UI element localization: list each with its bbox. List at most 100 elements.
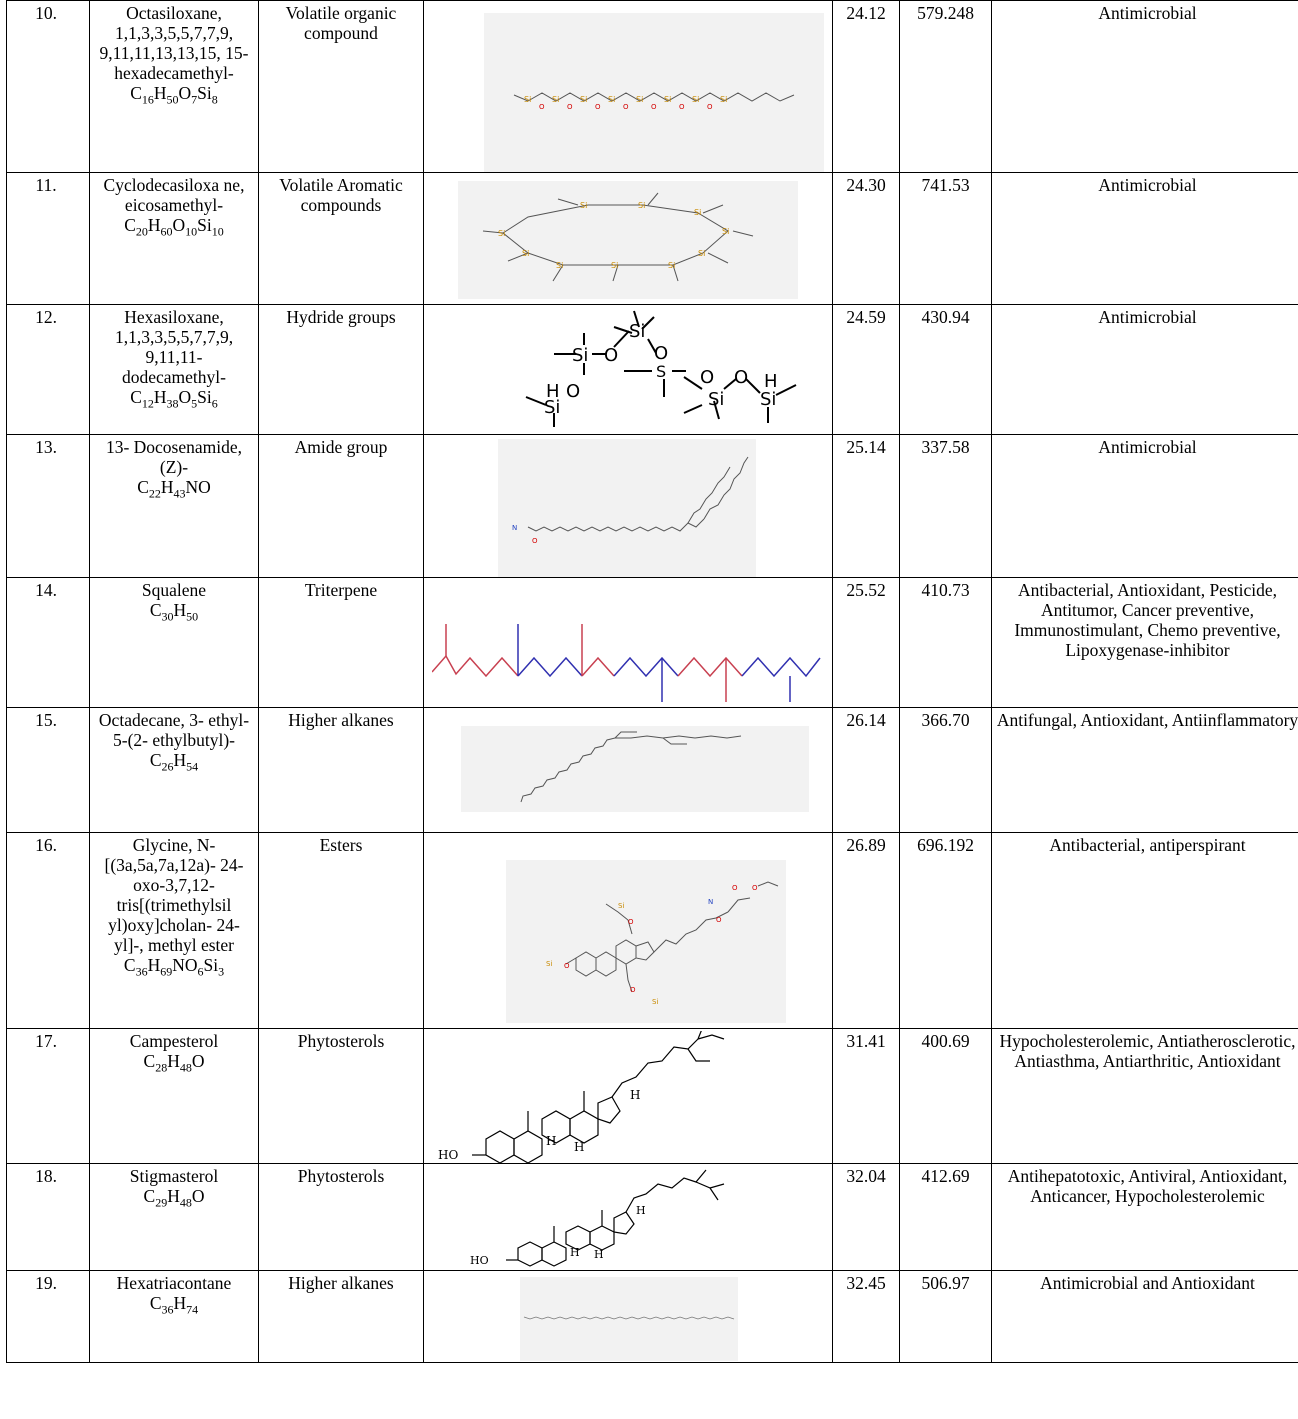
svg-text:H: H (570, 1246, 580, 1259)
retention-time: 24.30 (832, 172, 900, 305)
compound-class: Volatile organic compound (258, 0, 424, 173)
compound-class: Volatile Aromatic compounds (258, 172, 424, 305)
table-row: 15. Octadecane, 3- ethyl-5-(2- ethylbuty… (6, 707, 1298, 833)
svg-text:Si: Si (618, 902, 624, 910)
structure-cell: N O (423, 434, 833, 578)
svg-text:O: O (734, 367, 748, 388)
svg-text:O: O (654, 343, 668, 364)
svg-text:HO: HO (470, 1254, 489, 1267)
svg-text:Si: Si (580, 95, 587, 104)
retention-time: 24.59 (832, 304, 900, 435)
compound-formula: C12H38O5Si6 (130, 387, 218, 411)
molecular-weight: 506.97 (899, 1270, 992, 1363)
compound-formula: C20H60O10Si10 (124, 215, 224, 239)
squalene-chain (432, 624, 821, 702)
svg-text:S: S (656, 362, 666, 381)
table-row: 19. Hexatriacontane C36H74 Higher alkane… (6, 1270, 1298, 1363)
compound-formula: C22H43NO (137, 477, 211, 501)
svg-text:H: H (546, 381, 560, 402)
biological-activity: Antimicrobial (991, 0, 1298, 173)
svg-text:O: O (539, 103, 545, 111)
svg-text:Si: Si (722, 227, 729, 236)
svg-text:H: H (574, 1140, 584, 1154)
compound-formula: C26H54 (149, 750, 199, 774)
svg-text:O: O (700, 367, 714, 388)
row-number: 15. (6, 707, 90, 833)
table-row: 18. Stigmasterol C29H48O Phytosterols (6, 1163, 1298, 1271)
structure-cell: Si Si O O S O O Si Si H O Si H (423, 304, 833, 435)
siloxane-chain (513, 92, 795, 102)
row-number: 18. (6, 1163, 90, 1271)
compound-formula: C29H48O (143, 1186, 205, 1210)
retention-time: 32.45 (832, 1270, 900, 1363)
branched-alkane-chain (520, 731, 742, 803)
retention-time: 25.14 (832, 434, 900, 578)
structure-image (520, 1277, 738, 1361)
retention-time: 26.14 (832, 707, 900, 833)
molecular-weight: 579.248 (899, 0, 992, 173)
svg-text:Si: Si (580, 201, 587, 210)
svg-text:H: H (546, 1134, 556, 1148)
svg-text:O: O (651, 103, 657, 111)
compound-name-cell: 13- Docosenamide, (Z)- C22H43NO (89, 434, 259, 578)
compound-name-cell: Hexasiloxane, 1,1,3,3,5,5,7,7,9, 9,11,11… (89, 304, 259, 435)
svg-text:Si: Si (629, 321, 645, 342)
table-row: 16. Glycine, N- [(3a,5a,7a,12a)- 24-oxo-… (6, 832, 1298, 1029)
table-row: 12. Hexasiloxane, 1,1,3,3,5,5,7,7,9, 9,1… (6, 304, 1298, 435)
compound-class: Amide group (258, 434, 424, 578)
structure-cell: Si Si Si Si Si Si Si Si Si Si (423, 172, 833, 305)
biological-activity: Hypocholesterolemic, Antiatherosclerotic… (991, 1028, 1298, 1164)
compound-name-cell: Glycine, N- [(3a,5a,7a,12a)- 24-oxo-3,7,… (89, 832, 259, 1029)
compound-name-cell: Squalene C30H50 (89, 577, 259, 708)
svg-text:Si: Si (611, 261, 618, 270)
compound-name-cell: Cyclodecasiloxa ne, eicosamethyl- C20H60… (89, 172, 259, 305)
svg-text:Si: Si (652, 998, 658, 1006)
svg-text:Si: Si (668, 261, 675, 270)
svg-text:Si: Si (720, 95, 727, 104)
molecular-weight: 430.94 (899, 304, 992, 435)
structure-image: HO H H H (470, 1169, 725, 1267)
svg-text:N: N (512, 524, 517, 532)
compound-formula: C30H50 (149, 600, 199, 624)
svg-text:Si: Si (556, 261, 563, 270)
svg-text:O: O (628, 918, 634, 926)
row-number: 17. (6, 1028, 90, 1164)
svg-text:H: H (630, 1088, 640, 1102)
row-number: 10. (6, 0, 90, 173)
svg-text:Si: Si (636, 95, 643, 104)
table-row: 10. Octasiloxane, 1,1,3,3,5,5,7,7,9, 9,1… (6, 0, 1298, 173)
compound-class: Higher alkanes (258, 1270, 424, 1363)
structure-image (432, 624, 821, 702)
table-row: 14. Squalene C30H50 Triterpene (6, 577, 1298, 708)
atom-labels: Si O Si O Si O N O O O (546, 884, 758, 1006)
compound-name-cell: Octadecane, 3- ethyl-5-(2- ethylbutyl)- … (89, 707, 259, 833)
compound-class: Hydride groups (258, 304, 424, 435)
molecular-weight: 412.69 (899, 1163, 992, 1271)
row-number: 12. (6, 304, 90, 435)
table-row: 17. Campesterol C28H48O Phytosterols (6, 1028, 1298, 1164)
structure-image: Si Si O O S O O Si Si H O Si H (525, 310, 797, 427)
svg-text:O: O (604, 345, 618, 366)
svg-text:Si: Si (608, 95, 615, 104)
biological-activity: Antimicrobial and Antioxidant (991, 1270, 1298, 1363)
molecular-weight: 741.53 (899, 172, 992, 305)
svg-text:O: O (595, 103, 601, 111)
svg-text:O: O (532, 537, 538, 545)
row-number: 11. (6, 172, 90, 305)
compound-name: Hexasiloxane, 1,1,3,3,5,5,7,7,9, 9,11,11… (114, 307, 234, 387)
svg-text:O: O (567, 103, 573, 111)
compound-name-cell: Octasiloxane, 1,1,3,3,5,5,7,7,9, 9,11,11… (89, 0, 259, 173)
retention-time: 26.89 (832, 832, 900, 1029)
molecular-weight: 337.58 (899, 434, 992, 578)
compound-class: Triterpene (258, 577, 424, 708)
svg-text:Si: Si (638, 201, 645, 210)
biological-activity: Antimicrobial (991, 172, 1298, 305)
svg-text:O: O (630, 986, 636, 994)
atom-labels: HO H H H (438, 1088, 640, 1162)
molecular-weight: 410.73 (899, 577, 992, 708)
structure-image: N O (498, 439, 756, 577)
structure-cell: HO H H H (423, 1163, 833, 1271)
compound-name-cell: Stigmasterol C29H48O (89, 1163, 259, 1271)
compound-name: Octasiloxane, 1,1,3,3,5,5,7,7,9, 9,11,11… (99, 3, 249, 83)
svg-text:O: O (623, 103, 629, 111)
